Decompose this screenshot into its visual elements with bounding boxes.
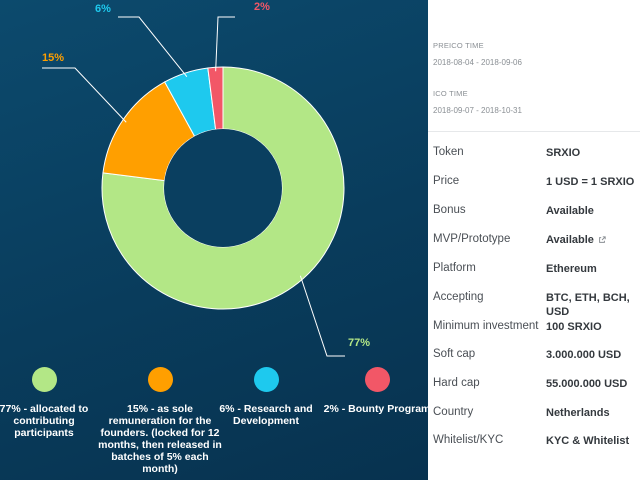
legend-label: 6% - Research and Development (219, 403, 313, 427)
leader-line (118, 16, 188, 78)
ico-time-label: ICO TIME (433, 89, 468, 98)
legend-item-research: 6% - Research and Development (206, 367, 326, 427)
detail-value: 55.000.000 USD (546, 378, 628, 390)
detail-label: Price (433, 175, 460, 187)
slice-label: 15% (42, 52, 64, 64)
detail-label: Soft cap (433, 348, 476, 360)
ico-details-panel: PREICO TIME 2018-08-04 - 2018-09-06 ICO … (428, 0, 640, 480)
mvp-link-text[interactable]: Available (546, 234, 594, 246)
detail-value: Available (546, 205, 594, 217)
detail-value: SRXIO (546, 147, 581, 159)
detail-value: 1 USD = 1 SRXIO (546, 176, 635, 188)
external-link-icon[interactable] (598, 236, 606, 244)
legend-item-founders: 15% - as sole remuneration for the found… (95, 367, 225, 475)
detail-value-link[interactable]: Available (546, 233, 640, 247)
detail-label: Accepting (433, 291, 484, 303)
legend-label: 2% - Bounty Program (323, 403, 428, 415)
slice-label: 2% (254, 1, 270, 13)
legend-label: 77% - allocated to contributing particip… (0, 403, 89, 439)
legend-swatch (147, 367, 173, 392)
detail-value: BTC, ETH, BCH, USD (546, 292, 630, 318)
detail-value: Ethereum (546, 263, 597, 275)
slice-label: 77% (348, 337, 370, 349)
leader-line (215, 16, 235, 72)
legend-swatch (253, 367, 279, 392)
donut-hole (164, 129, 282, 247)
legend-swatch (364, 367, 390, 392)
legend-item-participants: 77% - allocated to contributing particip… (0, 367, 104, 439)
token-distribution-panel: 77% 15% 6% 2% 77% - allocated to contributi… (0, 0, 428, 480)
detail-label: Minimum investment (433, 320, 539, 332)
detail-value: Netherlands (546, 407, 610, 419)
detail-label: Country (433, 406, 474, 418)
token-distribution-donut-chart: 77% 15% 6% 2% (42, 1, 371, 357)
detail-value: 100 SRXIO (546, 321, 602, 333)
detail-value: KYC & Whitelist (546, 435, 630, 447)
legend-label: 15% - as sole remuneration for the found… (98, 403, 222, 475)
leader-line (42, 67, 127, 123)
legend-swatch (31, 367, 57, 392)
detail-value: 3.000.000 USD (546, 349, 622, 361)
preico-time-value: 2018-08-04 - 2018-09-06 (433, 58, 522, 67)
detail-label: Platform (433, 262, 476, 274)
detail-label: Bonus (433, 204, 466, 216)
detail-label: Hard cap (433, 377, 480, 389)
detail-label: Whitelist/KYC (433, 434, 504, 446)
legend-item-bounty: 2% - Bounty Program (317, 367, 428, 415)
slice-label: 6% (95, 3, 111, 15)
divider (428, 131, 640, 132)
detail-label: Token (433, 146, 464, 158)
preico-time-label: PREICO TIME (433, 41, 484, 50)
detail-label: MVP/Prototype (433, 233, 511, 245)
ico-time-value: 2018-09-07 - 2018-10-31 (433, 106, 522, 115)
leader-line (299, 275, 345, 357)
